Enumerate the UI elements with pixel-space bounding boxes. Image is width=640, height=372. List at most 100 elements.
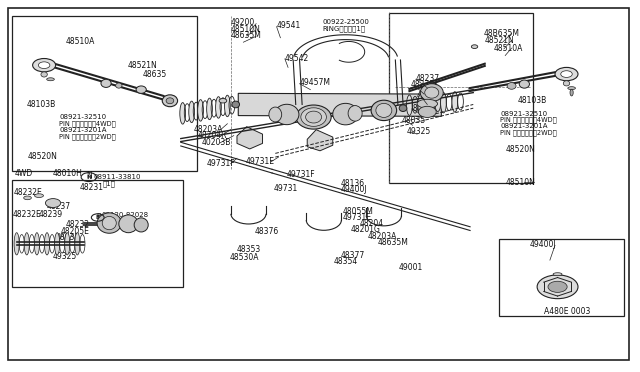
Circle shape: [38, 62, 50, 68]
Text: 48237: 48237: [47, 202, 71, 211]
Ellipse shape: [116, 83, 122, 88]
Ellipse shape: [570, 89, 573, 96]
Text: 49731: 49731: [274, 184, 298, 193]
Text: 48035: 48035: [402, 116, 426, 125]
Text: 48510A: 48510A: [493, 44, 523, 52]
Bar: [499, 239, 624, 317]
Text: 48232E: 48232E: [12, 211, 41, 219]
Ellipse shape: [269, 107, 282, 122]
Ellipse shape: [296, 105, 331, 129]
Text: 49731F: 49731F: [286, 170, 315, 179]
Text: 48203A: 48203A: [193, 125, 223, 134]
Ellipse shape: [348, 106, 362, 121]
Text: B: B: [95, 215, 100, 220]
Text: 48635: 48635: [143, 70, 166, 79]
Ellipse shape: [136, 86, 147, 93]
Ellipse shape: [429, 93, 435, 114]
Ellipse shape: [47, 78, 54, 81]
Text: 48035: 48035: [56, 233, 80, 243]
Ellipse shape: [420, 84, 444, 102]
Ellipse shape: [232, 101, 239, 108]
Text: （1）: （1）: [103, 180, 116, 187]
Ellipse shape: [119, 215, 138, 233]
Ellipse shape: [24, 196, 31, 200]
Ellipse shape: [275, 104, 299, 125]
Ellipse shape: [225, 95, 230, 117]
Ellipse shape: [44, 233, 49, 255]
Polygon shape: [307, 130, 333, 151]
Ellipse shape: [440, 93, 446, 113]
Ellipse shape: [97, 213, 122, 233]
Ellipse shape: [452, 92, 458, 112]
Ellipse shape: [563, 81, 570, 86]
Text: 48520N: 48520N: [505, 145, 535, 154]
Circle shape: [548, 281, 567, 292]
Ellipse shape: [306, 111, 321, 123]
Bar: [12, 180, 183, 287]
Text: 49325: 49325: [407, 126, 431, 136]
Ellipse shape: [54, 233, 60, 255]
Text: A480E 0003: A480E 0003: [543, 307, 590, 316]
Text: 48353: 48353: [237, 245, 261, 254]
Ellipse shape: [166, 98, 173, 104]
Text: 48103B: 48103B: [26, 100, 56, 109]
Text: 49542: 49542: [285, 54, 309, 62]
Polygon shape: [237, 127, 262, 149]
Text: 08921-3201A: 08921-3201A: [500, 124, 548, 129]
Text: 4WD: 4WD: [15, 169, 33, 178]
Ellipse shape: [65, 233, 70, 255]
Text: 48203A: 48203A: [367, 231, 397, 241]
Ellipse shape: [553, 273, 562, 276]
Ellipse shape: [102, 217, 116, 230]
Ellipse shape: [35, 233, 40, 255]
Text: 48530A: 48530A: [229, 253, 259, 262]
Ellipse shape: [219, 99, 227, 103]
Text: 48239: 48239: [39, 211, 63, 219]
Text: 48201G: 48201G: [351, 225, 381, 234]
Text: 48204R: 48204R: [197, 131, 227, 141]
Text: 08911-33810: 08911-33810: [94, 174, 141, 180]
Text: 48521N: 48521N: [127, 61, 157, 70]
Ellipse shape: [507, 83, 516, 89]
Ellipse shape: [198, 100, 204, 121]
Text: 08921-3201A: 08921-3201A: [60, 127, 107, 133]
Text: 49731E: 49731E: [245, 157, 275, 166]
Circle shape: [561, 71, 572, 77]
Ellipse shape: [134, 218, 148, 232]
Ellipse shape: [101, 79, 111, 87]
Text: 49731F: 49731F: [206, 158, 235, 167]
Text: 48204: 48204: [360, 219, 384, 228]
Ellipse shape: [216, 97, 221, 118]
Ellipse shape: [519, 80, 529, 88]
Text: 48510A: 48510A: [66, 37, 95, 46]
Text: 48354: 48354: [334, 257, 358, 266]
Text: 48103B: 48103B: [518, 96, 547, 105]
Ellipse shape: [75, 233, 80, 255]
Ellipse shape: [189, 101, 195, 123]
Polygon shape: [238, 93, 442, 116]
Text: PIN ピン（１）（4WD）: PIN ピン（１）（4WD）: [500, 117, 557, 124]
Text: PIN ピン（１）（4WD）: PIN ピン（１）（4WD）: [60, 121, 116, 127]
Text: PIN ピン（１）（2WD）: PIN ピン（１）（2WD）: [500, 129, 557, 136]
Circle shape: [537, 275, 578, 299]
Ellipse shape: [471, 45, 477, 48]
Text: 48232E: 48232E: [13, 188, 42, 197]
Text: 48520N: 48520N: [28, 152, 58, 161]
Text: 48231: 48231: [80, 183, 104, 192]
Text: 48635M: 48635M: [378, 238, 408, 247]
Text: 08921-32510: 08921-32510: [60, 115, 107, 121]
Ellipse shape: [417, 99, 438, 108]
Ellipse shape: [406, 95, 412, 115]
Text: 49457M: 49457M: [300, 78, 331, 87]
Text: 48136: 48136: [340, 179, 365, 188]
Ellipse shape: [180, 103, 186, 124]
Ellipse shape: [301, 108, 326, 126]
Text: N: N: [86, 174, 92, 180]
Text: 48377: 48377: [340, 251, 365, 260]
Ellipse shape: [207, 98, 212, 120]
Text: 48236K: 48236K: [411, 80, 440, 89]
Ellipse shape: [568, 87, 575, 90]
Text: 48521N: 48521N: [484, 36, 515, 45]
Text: 08921-32510: 08921-32510: [500, 111, 547, 117]
Ellipse shape: [418, 94, 424, 115]
